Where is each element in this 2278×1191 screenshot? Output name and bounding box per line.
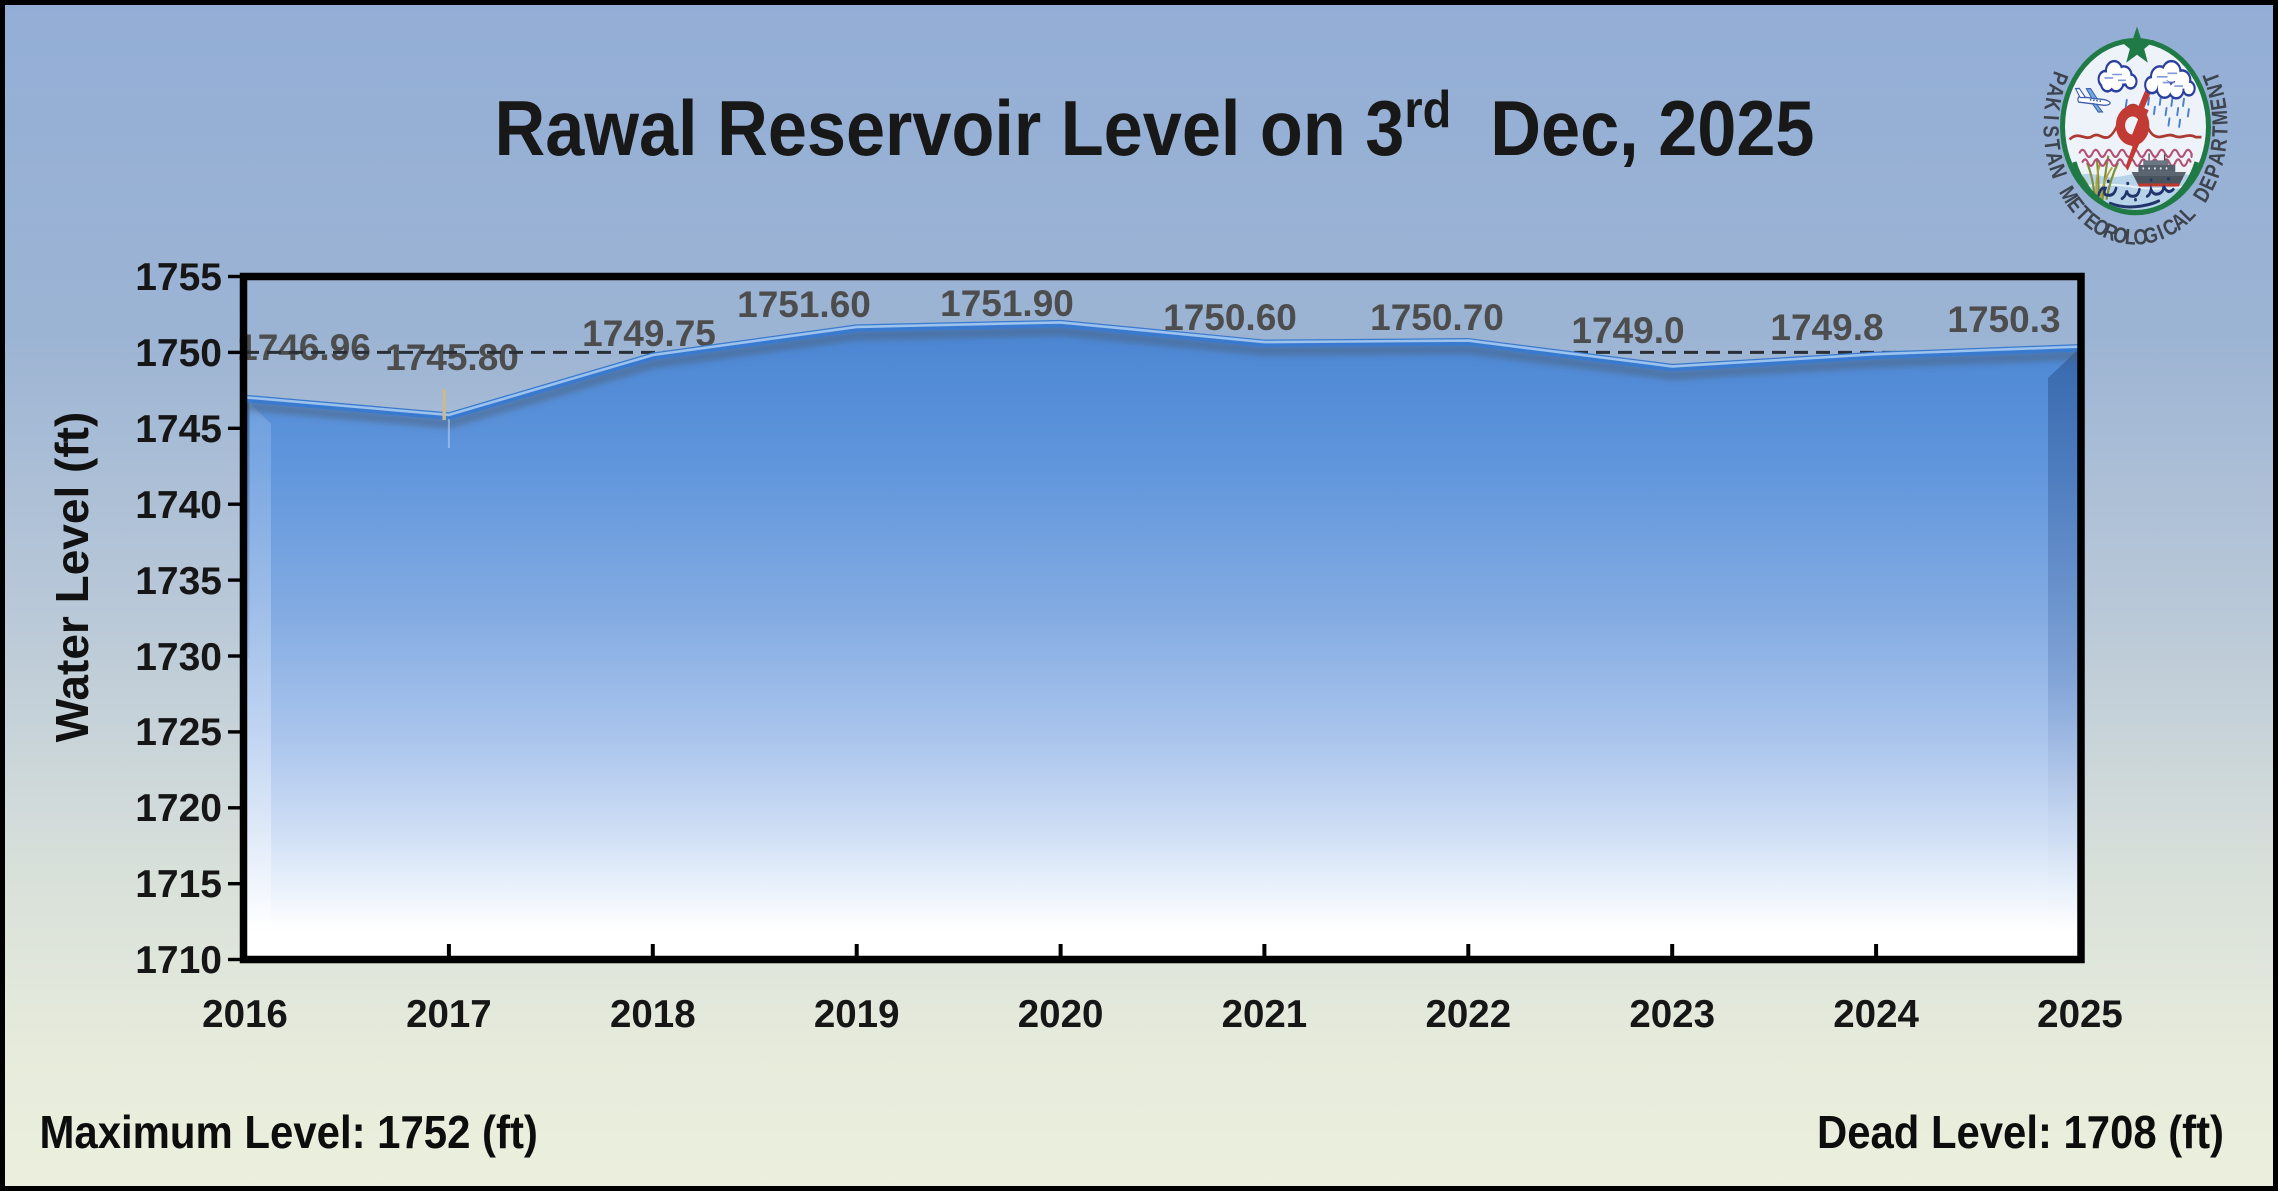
svg-text:T: T [2209, 125, 2233, 137]
svg-text:1755: 1755 [135, 256, 222, 299]
svg-text:K: K [2039, 96, 2065, 113]
svg-text:2016: 2016 [202, 993, 288, 1036]
svg-text:A: A [2041, 81, 2068, 100]
svg-text:O: O [2111, 223, 2130, 250]
svg-text:O: O [2133, 225, 2149, 250]
svg-text:Dead Level: 1708 (ft): Dead Level: 1708 (ft) [1817, 1107, 2224, 1158]
svg-text:2021: 2021 [1222, 993, 1308, 1036]
svg-text:I: I [2038, 114, 2062, 120]
svg-text:1745: 1745 [135, 408, 222, 451]
svg-text:1750.70: 1750.70 [1370, 297, 1504, 338]
svg-text:1751.90: 1751.90 [940, 283, 1074, 324]
svg-text:2017: 2017 [406, 993, 492, 1036]
svg-text:L: L [2124, 225, 2137, 250]
svg-text:1725: 1725 [135, 711, 222, 754]
svg-text:1749.8: 1749.8 [1770, 307, 1883, 348]
svg-text:1730: 1730 [135, 636, 222, 679]
svg-text:A: A [2204, 149, 2230, 167]
svg-text:2025: 2025 [2037, 993, 2123, 1036]
svg-text:2018: 2018 [610, 993, 696, 1036]
svg-text:1735: 1735 [135, 560, 222, 603]
svg-text:1745.80: 1745.80 [385, 337, 519, 378]
svg-text:Rawal Reservoir Level on 3rd: Rawal Reservoir Level on 3rd Dec, 2025 [495, 81, 1815, 172]
svg-text:1710: 1710 [135, 939, 222, 982]
svg-text:Water Level (ft): Water Level (ft) [46, 412, 98, 743]
svg-text:1715: 1715 [135, 863, 222, 906]
svg-text:1740: 1740 [135, 484, 222, 527]
svg-text:1746.96: 1746.96 [237, 327, 371, 368]
svg-text:2024: 2024 [1833, 993, 1919, 1036]
svg-text:2022: 2022 [1425, 993, 1511, 1036]
svg-text:E: E [2206, 96, 2232, 112]
svg-text:1720: 1720 [135, 787, 222, 830]
svg-text:S: S [2038, 125, 2062, 138]
svg-text:2023: 2023 [1629, 993, 1715, 1036]
svg-text:N: N [2203, 81, 2230, 100]
svg-text:1749.0: 1749.0 [1571, 310, 1684, 351]
svg-text:1750.60: 1750.60 [1163, 297, 1297, 338]
svg-text:G: G [2141, 223, 2160, 250]
svg-text:1750: 1750 [135, 332, 222, 375]
svg-text:M: M [2208, 109, 2233, 125]
svg-text:A: A [2041, 149, 2067, 167]
svg-text:T: T [2039, 138, 2064, 153]
svg-text:1751.60: 1751.60 [737, 284, 871, 325]
svg-text:2020: 2020 [1018, 993, 1104, 1036]
svg-text:R: R [2207, 137, 2233, 153]
svg-text:Maximum Level: 1752 (ft): Maximum Level: 1752 (ft) [40, 1107, 538, 1158]
svg-text:2019: 2019 [814, 993, 900, 1036]
svg-text:1750.3: 1750.3 [1947, 299, 2060, 340]
